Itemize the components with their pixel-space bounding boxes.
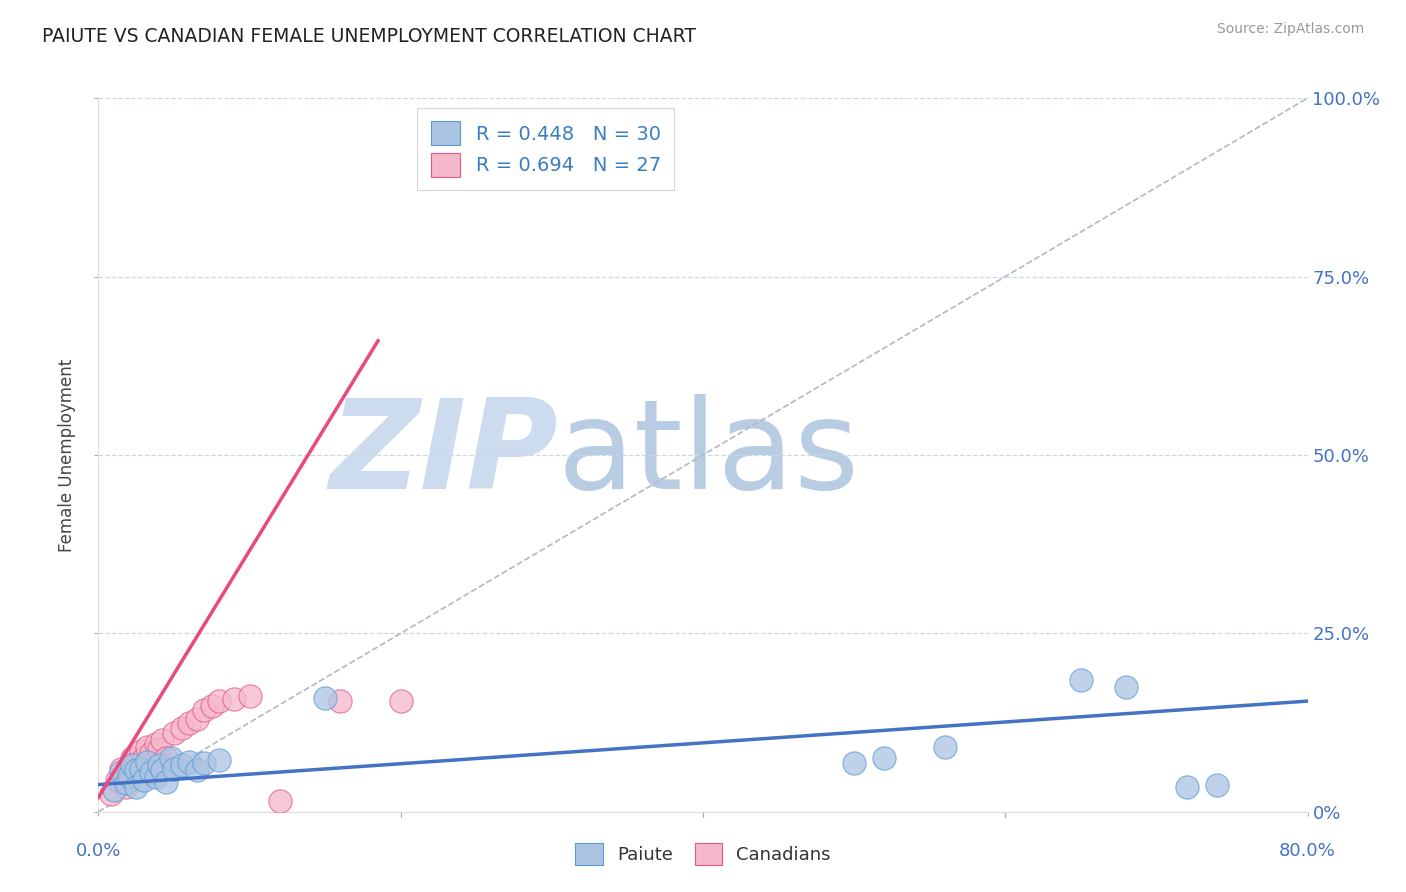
Point bbox=[125, 780, 148, 794]
Point bbox=[170, 721, 193, 735]
Point bbox=[193, 703, 215, 717]
Point bbox=[208, 753, 231, 767]
Point bbox=[110, 765, 132, 780]
Point bbox=[150, 733, 173, 747]
Point bbox=[329, 694, 352, 708]
Point bbox=[100, 787, 122, 801]
Point bbox=[1206, 778, 1229, 792]
Point bbox=[193, 756, 215, 771]
Point bbox=[179, 755, 201, 769]
Point bbox=[125, 756, 148, 771]
Point bbox=[118, 769, 141, 783]
Point bbox=[141, 765, 163, 780]
Point bbox=[170, 758, 193, 772]
Point bbox=[141, 746, 163, 760]
Text: atlas: atlas bbox=[558, 394, 860, 516]
Point bbox=[269, 794, 291, 808]
Point bbox=[1115, 680, 1137, 694]
Point bbox=[186, 712, 208, 726]
Point bbox=[389, 694, 412, 708]
Point bbox=[135, 755, 157, 769]
Point bbox=[150, 764, 173, 778]
Point bbox=[121, 758, 143, 772]
Point bbox=[934, 740, 956, 755]
Point bbox=[155, 774, 177, 789]
Point bbox=[201, 699, 224, 714]
Point bbox=[314, 690, 336, 705]
Text: PAIUTE VS CANADIAN FEMALE UNEMPLOYMENT CORRELATION CHART: PAIUTE VS CANADIAN FEMALE UNEMPLOYMENT C… bbox=[42, 27, 696, 45]
Point bbox=[125, 764, 148, 778]
Text: 0.0%: 0.0% bbox=[76, 842, 121, 860]
Point bbox=[179, 715, 201, 730]
Point bbox=[148, 742, 170, 756]
Point bbox=[208, 694, 231, 708]
Point bbox=[163, 726, 186, 740]
Point bbox=[160, 751, 183, 765]
Point bbox=[145, 737, 167, 751]
Point bbox=[105, 772, 128, 787]
Text: Source: ZipAtlas.com: Source: ZipAtlas.com bbox=[1216, 22, 1364, 37]
Point bbox=[132, 751, 155, 765]
Y-axis label: Female Unemployment: Female Unemployment bbox=[58, 359, 76, 551]
Point bbox=[155, 751, 177, 765]
Point bbox=[148, 758, 170, 772]
Point bbox=[103, 783, 125, 797]
Point bbox=[163, 762, 186, 776]
Point bbox=[132, 772, 155, 787]
Point bbox=[239, 689, 262, 703]
Point bbox=[129, 762, 152, 776]
Text: ZIP: ZIP bbox=[329, 394, 558, 516]
Point bbox=[844, 756, 866, 771]
Text: 80.0%: 80.0% bbox=[1279, 842, 1336, 860]
Point bbox=[114, 780, 136, 794]
Point bbox=[1070, 673, 1092, 687]
Point bbox=[1175, 780, 1198, 794]
Point bbox=[110, 762, 132, 776]
Point bbox=[145, 771, 167, 785]
Legend: Paiute, Canadians: Paiute, Canadians bbox=[567, 834, 839, 874]
Point bbox=[114, 776, 136, 790]
Point bbox=[186, 764, 208, 778]
Point bbox=[129, 744, 152, 758]
Point bbox=[873, 751, 896, 765]
Point bbox=[121, 751, 143, 765]
Point bbox=[118, 765, 141, 780]
Point bbox=[135, 740, 157, 755]
Point bbox=[224, 692, 246, 706]
